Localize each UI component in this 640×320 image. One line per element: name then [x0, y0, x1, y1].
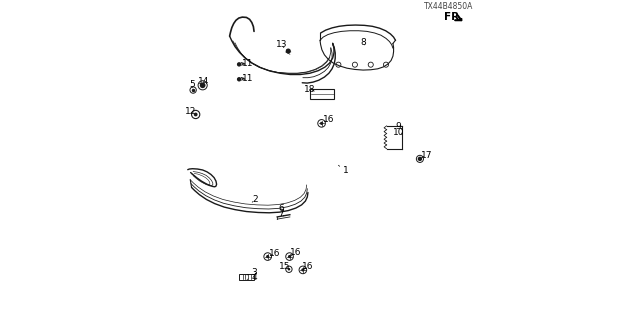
Text: 7: 7: [278, 209, 284, 218]
Text: 5: 5: [189, 80, 195, 89]
Text: 13: 13: [276, 40, 287, 49]
Circle shape: [288, 255, 291, 258]
Text: 11: 11: [242, 59, 253, 68]
Circle shape: [336, 62, 341, 67]
Text: 14: 14: [198, 77, 210, 86]
Circle shape: [368, 62, 373, 67]
Text: 11: 11: [242, 74, 253, 83]
Circle shape: [194, 113, 198, 116]
Circle shape: [383, 62, 388, 67]
Text: 4: 4: [247, 273, 257, 282]
Circle shape: [285, 253, 293, 260]
Text: 16: 16: [269, 249, 281, 258]
Text: 8: 8: [360, 38, 365, 47]
Text: 6: 6: [278, 204, 284, 213]
Circle shape: [318, 120, 325, 127]
Circle shape: [299, 266, 307, 274]
Circle shape: [266, 255, 269, 258]
Text: 16: 16: [289, 248, 301, 257]
Circle shape: [320, 122, 323, 125]
Text: 16: 16: [302, 262, 314, 271]
FancyBboxPatch shape: [239, 274, 254, 280]
Text: FR.: FR.: [444, 12, 463, 22]
Circle shape: [418, 157, 422, 161]
Circle shape: [264, 253, 271, 260]
Circle shape: [353, 62, 357, 67]
Text: 12: 12: [185, 107, 196, 116]
Circle shape: [237, 77, 241, 82]
Text: 2: 2: [252, 195, 258, 204]
Text: 15: 15: [280, 262, 291, 271]
Text: 10: 10: [393, 128, 404, 137]
Text: TX44B4850A: TX44B4850A: [424, 2, 474, 11]
Text: 1: 1: [339, 165, 348, 175]
FancyBboxPatch shape: [310, 89, 334, 99]
Text: 9: 9: [396, 122, 403, 131]
Text: 16: 16: [323, 115, 335, 124]
Circle shape: [285, 266, 292, 272]
Circle shape: [301, 268, 305, 271]
Text: 17: 17: [420, 151, 432, 160]
Circle shape: [237, 62, 241, 67]
Circle shape: [285, 49, 291, 53]
Circle shape: [287, 268, 290, 270]
Text: 3: 3: [247, 268, 257, 277]
Circle shape: [200, 83, 205, 88]
Text: 18: 18: [304, 84, 316, 94]
